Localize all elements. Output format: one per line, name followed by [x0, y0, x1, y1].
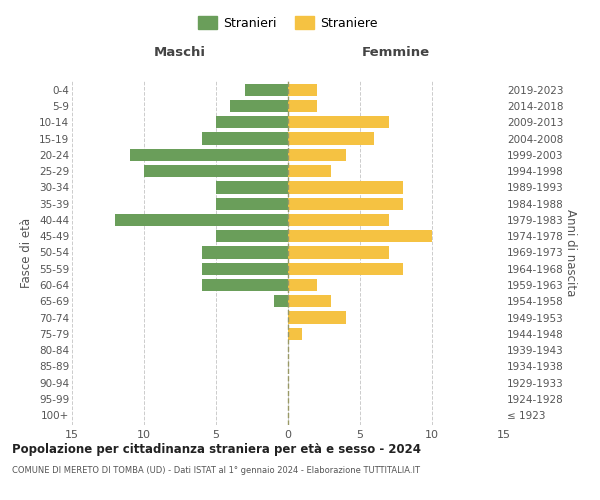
Bar: [288, 230, 432, 242]
Bar: [130, 149, 288, 161]
Bar: [144, 165, 288, 177]
Bar: [288, 198, 403, 210]
Bar: [274, 295, 288, 308]
Bar: [230, 100, 288, 112]
Bar: [202, 246, 288, 258]
Bar: [288, 312, 346, 324]
Bar: [202, 279, 288, 291]
Bar: [288, 328, 302, 340]
Y-axis label: Fasce di età: Fasce di età: [20, 218, 34, 288]
Text: Popolazione per cittadinanza straniera per età e sesso - 2024: Popolazione per cittadinanza straniera p…: [12, 442, 421, 456]
Bar: [202, 262, 288, 275]
Bar: [288, 246, 389, 258]
Bar: [288, 165, 331, 177]
Legend: Stranieri, Straniere: Stranieri, Straniere: [193, 11, 383, 35]
Bar: [245, 84, 288, 96]
Bar: [115, 214, 288, 226]
Bar: [202, 132, 288, 144]
Bar: [216, 116, 288, 128]
Text: Maschi: Maschi: [154, 46, 206, 60]
Text: Femmine: Femmine: [362, 46, 430, 60]
Bar: [288, 149, 346, 161]
Bar: [288, 100, 317, 112]
Bar: [216, 230, 288, 242]
Bar: [288, 279, 317, 291]
Bar: [216, 198, 288, 210]
Y-axis label: Anni di nascita: Anni di nascita: [565, 209, 577, 296]
Bar: [288, 214, 389, 226]
Bar: [288, 132, 374, 144]
Bar: [288, 295, 331, 308]
Bar: [288, 84, 317, 96]
Bar: [288, 262, 403, 275]
Bar: [288, 116, 389, 128]
Bar: [288, 182, 403, 194]
Bar: [216, 182, 288, 194]
Text: COMUNE DI MERETO DI TOMBA (UD) - Dati ISTAT al 1° gennaio 2024 - Elaborazione TU: COMUNE DI MERETO DI TOMBA (UD) - Dati IS…: [12, 466, 420, 475]
